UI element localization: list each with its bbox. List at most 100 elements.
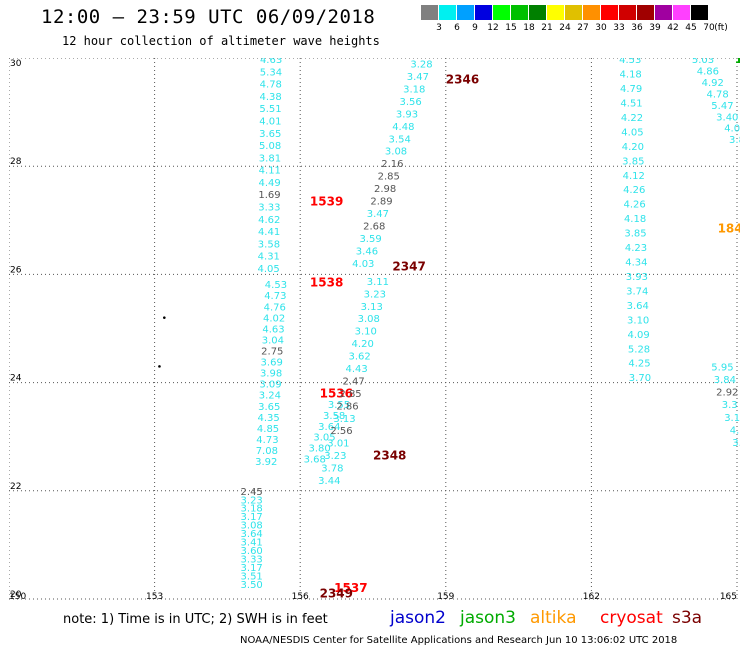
wave-height-value: 4.31 bbox=[258, 252, 280, 263]
wave-height-value: 3.92 bbox=[255, 457, 277, 468]
pass-number-label: 2347 bbox=[392, 259, 425, 273]
legend-jason3: jason3 bbox=[460, 608, 516, 628]
wave-height-value: 3.51 bbox=[241, 571, 263, 582]
pass-number-label: 1538 bbox=[310, 276, 343, 290]
wave-height-value: 4.78 bbox=[706, 89, 728, 100]
wave-height-value: 3.18 bbox=[403, 84, 425, 95]
wave-height-value: 3.74 bbox=[626, 286, 648, 297]
ocean-background bbox=[9, 58, 740, 600]
wave-height-value: 3.47 bbox=[367, 209, 389, 220]
wave-height-value: 3.47 bbox=[407, 72, 429, 83]
pass-number-label: 1536 bbox=[320, 386, 353, 400]
scale-label: 18 bbox=[523, 23, 535, 33]
scale-swatch bbox=[421, 5, 438, 20]
wave-height-value: 4.86 bbox=[697, 67, 719, 78]
scale-label: 27 bbox=[577, 23, 589, 33]
scale-label: 15 bbox=[505, 23, 517, 33]
wave-height-value: 3.64 bbox=[627, 301, 649, 312]
wave-height-value: 2.89 bbox=[370, 197, 392, 208]
wave-height-value: 3.56 bbox=[399, 97, 421, 108]
wave-height-value: 3.18 bbox=[241, 504, 263, 515]
x-tick-label: 165 bbox=[720, 592, 737, 600]
page-title: 12:00 – 23:59 UTC 06/09/2018 bbox=[41, 6, 376, 28]
pass-number-label: 1 bbox=[735, 58, 740, 66]
wave-height-value: 4.03 bbox=[352, 259, 374, 270]
pass-number-label: 1539 bbox=[310, 194, 343, 208]
wave-height-value: 3.46 bbox=[356, 247, 378, 258]
wave-height-value: 4.41 bbox=[258, 227, 280, 238]
wave-height-value: 4.79 bbox=[620, 84, 642, 95]
wave-height-value: 3.23 bbox=[241, 495, 263, 506]
x-tick-label: 159 bbox=[437, 592, 454, 600]
wave-height-value: 3.65 bbox=[258, 402, 280, 413]
wave-height-value: 2.47 bbox=[342, 376, 364, 387]
wave-height-value: 2.98 bbox=[374, 184, 396, 195]
y-tick-label: 20 bbox=[10, 590, 22, 600]
scale-swatch bbox=[493, 5, 510, 20]
wave-height-value: 3.8 bbox=[729, 135, 740, 146]
scale-label: 9 bbox=[472, 23, 478, 33]
wave-height-value: 2.75 bbox=[261, 346, 283, 357]
wave-height-value: 5.28 bbox=[628, 344, 650, 355]
scale-unit: (ft) bbox=[714, 23, 728, 33]
scale-label: 33 bbox=[613, 23, 625, 33]
wave-height-value: 5.95 bbox=[711, 362, 733, 373]
scale-swatch bbox=[583, 5, 600, 20]
pass-number-label: 2349 bbox=[320, 587, 353, 600]
wave-height-value: 3.08 bbox=[241, 521, 263, 532]
legend-altika: altika bbox=[530, 608, 577, 628]
wave-height-value: 4.12 bbox=[623, 171, 645, 182]
scale-label: 24 bbox=[559, 23, 571, 33]
scale-label: 39 bbox=[649, 23, 661, 33]
wave-height-value: 3.93 bbox=[396, 109, 418, 120]
wave-height-value: 4.0 bbox=[724, 124, 740, 135]
scale-label: 21 bbox=[541, 23, 553, 33]
scale-swatch bbox=[457, 5, 474, 20]
wave-height-value: 4.38 bbox=[260, 92, 282, 103]
wave-height-value: 5.51 bbox=[259, 104, 281, 115]
wave-height-value: 4.05 bbox=[621, 127, 643, 138]
page-subtitle: 12 hour collection of altimeter wave hei… bbox=[62, 34, 380, 48]
wave-height-value: 4.78 bbox=[260, 80, 282, 91]
wave-height-value: 3.05 bbox=[313, 433, 335, 444]
scale-label: 30 bbox=[595, 23, 607, 33]
wave-height-value: 4.49 bbox=[259, 178, 281, 189]
wave-height-value: 3.58 bbox=[258, 239, 280, 250]
wave-height-value: 3.78 bbox=[321, 464, 343, 475]
wave-height-value: 1.69 bbox=[258, 190, 280, 201]
wave-height-value: 3.13 bbox=[333, 414, 355, 425]
scale-swatch bbox=[565, 5, 582, 20]
wave-height-value: 3.23 bbox=[364, 289, 386, 300]
wave-height-value: 3.54 bbox=[389, 134, 411, 145]
wave-height-value: 3.98 bbox=[260, 369, 282, 380]
wave-height-value: 3.04 bbox=[262, 335, 284, 346]
wave-height-value: 4.92 bbox=[702, 78, 724, 89]
wave-height-value: 3.64 bbox=[318, 422, 340, 433]
scale-label: 42 bbox=[667, 23, 679, 33]
scale-label: 6 bbox=[454, 23, 460, 33]
wave-height-value: 3.69 bbox=[261, 358, 283, 369]
wave-height-value: 3.64 bbox=[241, 529, 263, 540]
x-tick-label: 162 bbox=[583, 592, 600, 600]
wave-height-value: 4.18 bbox=[620, 70, 642, 81]
scale-label: 36 bbox=[631, 23, 643, 33]
scale-swatch bbox=[691, 5, 708, 20]
scale-swatch bbox=[655, 5, 672, 20]
scale-swatch bbox=[601, 5, 618, 20]
wave-height-value: 3.55 bbox=[328, 400, 350, 411]
wave-height-value: 4.53 bbox=[265, 280, 287, 291]
x-tick-label: 153 bbox=[146, 592, 163, 600]
scale-swatch bbox=[547, 5, 564, 20]
scale-label: 45 bbox=[685, 23, 697, 33]
wave-height-value: 5.08 bbox=[259, 141, 281, 152]
x-tick-label: 156 bbox=[292, 592, 309, 600]
wave-height-value: 4.63 bbox=[262, 324, 284, 335]
wave-height-value: 3.85 bbox=[622, 156, 644, 167]
legend-cryosat: cryosat bbox=[600, 608, 663, 628]
scale-swatch bbox=[529, 5, 546, 20]
y-tick-label: 28 bbox=[10, 157, 22, 167]
wave-height-value: 3.08 bbox=[385, 147, 407, 158]
wave-height-value: 4.35 bbox=[258, 413, 280, 424]
scale-swatch bbox=[511, 5, 528, 20]
